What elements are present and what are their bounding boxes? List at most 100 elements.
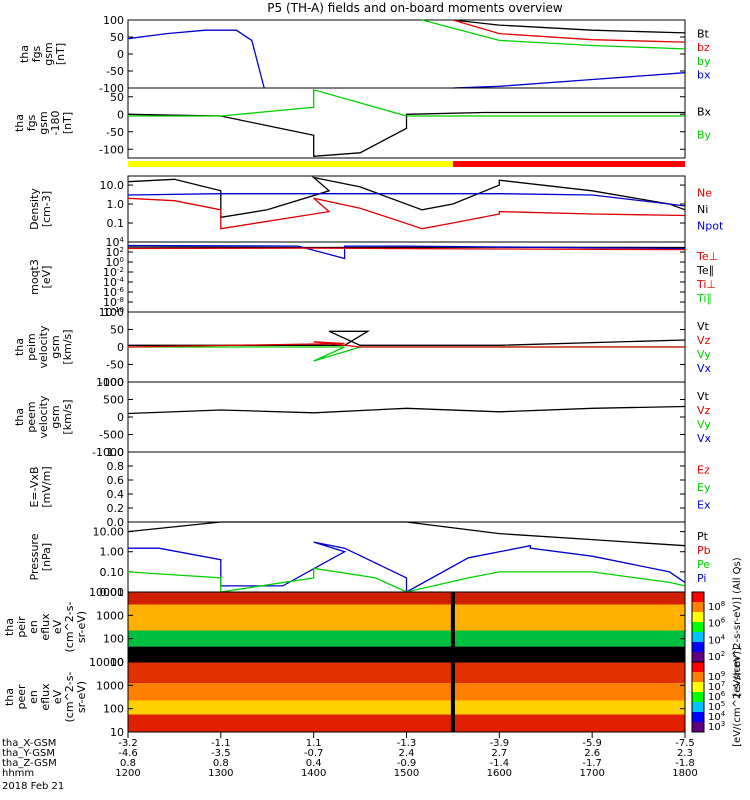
- series-line: [452, 19, 686, 34]
- ephemeris-value: -3.5: [211, 748, 231, 759]
- spectrogram-band: [128, 683, 685, 701]
- y-axis-label: Density: [28, 188, 41, 230]
- y-tick-label: 100: [103, 14, 124, 27]
- colorbar-segment: [692, 672, 704, 683]
- panel-1: 50 0 -50 -100 tha fgs gsm -180 [nT] Bx By: [13, 87, 712, 159]
- legend-entry: By: [697, 129, 712, 142]
- legend-entry: Vz: [697, 404, 711, 417]
- y-axis-label: [km/s]: [61, 399, 74, 434]
- legend-entry: Vt: [697, 320, 710, 333]
- panel-frame: [127, 87, 686, 159]
- ephemeris-value: -1.1: [211, 738, 231, 749]
- y-tick-label: -50: [106, 65, 124, 78]
- y-tick-label: -50: [106, 126, 124, 139]
- y-axis-label: tha: [13, 408, 26, 426]
- y-tick-label: 10: [110, 726, 124, 739]
- y-axis-label: [nT]: [61, 112, 74, 134]
- legend-entry: Pt: [697, 530, 709, 543]
- y-axis-label: tha: [18, 45, 31, 63]
- ephemeris-value: -4.6: [118, 748, 138, 759]
- panel-5: 1000 500 0 -500 -1000 tha peem velocity gsm [km/s…: [13, 376, 712, 459]
- y-tick-label: 1.0: [107, 198, 125, 211]
- y-tick-label: 500: [103, 394, 124, 407]
- ephemeris-value: -1.8: [675, 758, 695, 769]
- y-axis-label: sr-eV): [75, 681, 88, 713]
- spectrogram-band: [128, 630, 685, 647]
- y-axis-label: en: [27, 690, 40, 704]
- legend-entry: Vz: [697, 334, 711, 347]
- ephemeris-value: 1300: [208, 768, 233, 779]
- y-axis-label: fgs: [30, 45, 43, 62]
- y-axis-label: peir: [15, 616, 28, 638]
- spectrogram-band: [128, 662, 685, 683]
- ephemeris-value: 2.7: [491, 748, 507, 759]
- y-tick-label: 100: [103, 306, 124, 319]
- y-axis-label: eV: [51, 689, 64, 704]
- legend-entry: Vx: [697, 362, 712, 375]
- y-axis-label: sr-eV): [75, 611, 88, 643]
- series-line: [421, 19, 686, 50]
- legend-entry: Ni: [697, 203, 708, 216]
- y-axis-label: [eV]: [40, 266, 53, 289]
- y-axis-label: gsm: [49, 335, 62, 358]
- series-line: [128, 330, 686, 346]
- series-line: [128, 541, 686, 594]
- ephemeris-value: 2.6: [584, 748, 600, 759]
- ephemeris-value: -0.7: [304, 748, 324, 759]
- ephemeris-value: 1600: [487, 768, 512, 779]
- y-axis-label: tha: [13, 114, 26, 132]
- y-tick-label: 0: [117, 48, 124, 61]
- series-line: [127, 193, 686, 207]
- series-line: [127, 341, 685, 348]
- ephemeris-label: tha_X-GSM: [2, 738, 56, 749]
- y-tick-label: -100: [99, 82, 124, 95]
- colorbar-label: [eV/(cm^2-s-sr-eV)] (All Qs): [732, 557, 743, 696]
- legend-entry: Ti∥: [696, 292, 712, 305]
- y-tick-label: 100: [103, 633, 124, 646]
- ephemeris-value: -3.9: [490, 738, 510, 749]
- y-axis-label: -180: [49, 111, 62, 136]
- ephemeris-value: 2.3: [677, 748, 693, 759]
- series-line: [127, 197, 686, 230]
- series-line: [127, 567, 686, 593]
- colorbar-label: [eV/(cm^2-s-sr-eV)]: [732, 647, 743, 747]
- y-tick-label: 1000: [96, 376, 124, 389]
- colorbar-segment: [692, 682, 704, 693]
- y-tick-label: 10.0: [100, 179, 125, 192]
- legend-entry: by: [697, 55, 711, 68]
- ephemeris-value: -1.3: [397, 738, 417, 749]
- y-axis-label: tha: [3, 618, 16, 636]
- y-tick-label: 0.0: [107, 516, 125, 529]
- y-axis-label: peem: [25, 401, 38, 432]
- series-line: [127, 244, 686, 260]
- ephemeris-value: 1400: [301, 768, 326, 779]
- colorbar-tick: 106: [708, 617, 726, 630]
- y-tick-label: 0.6: [107, 474, 125, 487]
- y-tick-label: -100: [99, 143, 124, 156]
- data-gap-marker: [450, 592, 455, 662]
- ephemeris-value: 0.8: [120, 758, 136, 769]
- y-tick-label: 0: [117, 108, 124, 121]
- y-tick-label: 0: [117, 341, 124, 354]
- y-axis-label: peer: [15, 684, 28, 710]
- mode-bar-segment: [452, 161, 685, 167]
- y-tick-label: 50: [110, 91, 124, 104]
- colorbar-segment: [692, 612, 704, 623]
- colorbar-segment: [692, 662, 704, 673]
- y-tick-label: 1000: [96, 679, 124, 692]
- ephemeris-value: -3.2: [118, 738, 138, 749]
- y-tick-label: -500: [99, 429, 124, 442]
- ephemeris-value: 0.8: [213, 758, 229, 769]
- panel-frame: [127, 451, 686, 523]
- series-line: [452, 72, 686, 89]
- colorbar-segment: [692, 592, 704, 603]
- legend-entry: Bt: [697, 28, 710, 41]
- y-tick-label: 10000: [89, 586, 124, 599]
- y-tick-label: 50: [110, 324, 124, 337]
- ephemeris-value: -1.4: [490, 758, 510, 769]
- legend-entry: Ey: [697, 481, 711, 494]
